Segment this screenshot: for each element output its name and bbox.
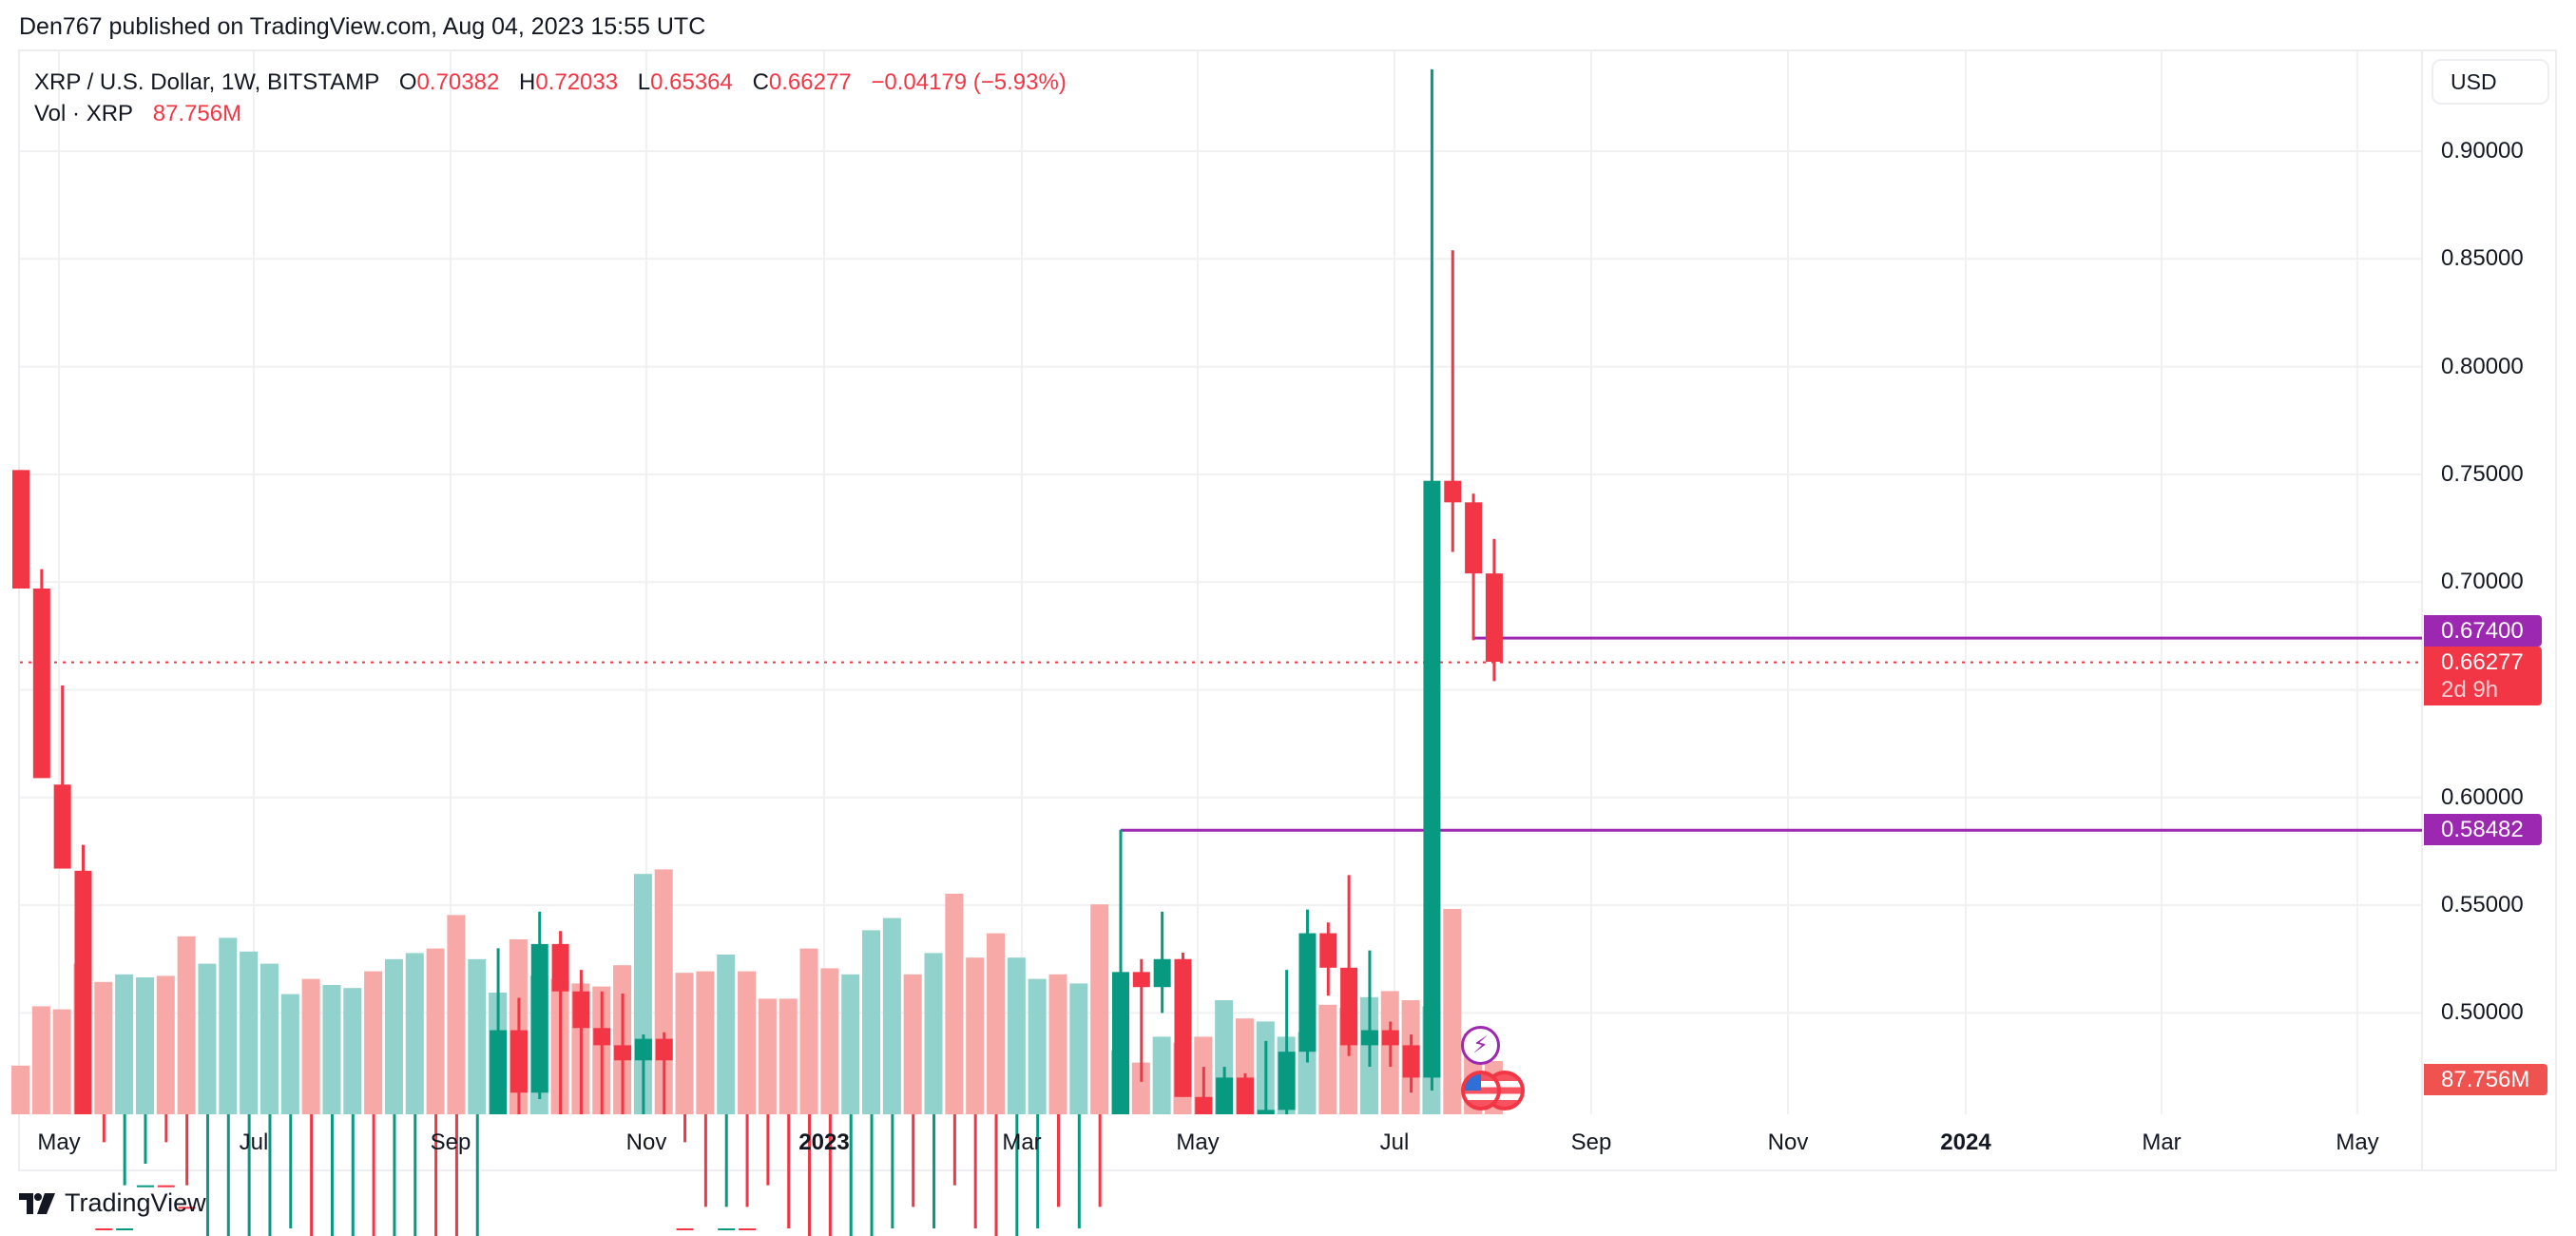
- volume-label-axis: 87.756M: [2424, 1064, 2547, 1095]
- time-tick: Jul: [239, 1130, 269, 1155]
- time-tick: May: [37, 1130, 81, 1155]
- publisher-line: Den767 published on TradingView.com, Aug…: [19, 13, 706, 40]
- horizontal-levels: [20, 636, 2422, 832]
- countdown: 2d 9h: [2441, 677, 2499, 703]
- volume-row: Vol · XRP 87.756M: [34, 98, 1067, 129]
- volume-bars: [11, 869, 1503, 1114]
- time-tick: Nov: [625, 1130, 667, 1155]
- brand-name: TradingView: [65, 1188, 206, 1217]
- candles: [12, 68, 1503, 1236]
- close-value: 0.66277: [768, 69, 852, 95]
- change-value: −0.04179 (−5.93%): [871, 69, 1067, 95]
- time-tick: Sep: [1570, 1130, 1612, 1155]
- high-value: 0.72033: [535, 69, 619, 95]
- time-tick: Mar: [1002, 1130, 1042, 1155]
- volume-label[interactable]: Vol · XRP: [34, 101, 134, 126]
- price-tick: 0.50000: [2441, 999, 2524, 1026]
- price-tick: 0.55000: [2441, 892, 2524, 918]
- symbol-legend: XRP / U.S. Dollar, 1W, BITSTAMP O0.70382…: [34, 67, 1067, 129]
- time-tick: May: [1176, 1130, 1220, 1155]
- lightning-event-icon[interactable]: ⚡: [1461, 1026, 1500, 1065]
- last-price-label: 0.66277 2d 9h: [2424, 647, 2542, 705]
- tradingview-brand[interactable]: TradingView: [19, 1188, 206, 1218]
- low-value: 0.65364: [650, 69, 733, 95]
- ohlc-row: XRP / U.S. Dollar, 1W, BITSTAMP O0.70382…: [34, 69, 1067, 95]
- symbol-name[interactable]: XRP / U.S. Dollar, 1W, BITSTAMP: [34, 69, 380, 95]
- price-tick: 0.75000: [2441, 460, 2524, 487]
- us-flag-event-icon[interactable]: [1461, 1071, 1501, 1110]
- level-label-high: 0.67400: [2424, 615, 2542, 647]
- time-tick: 2023: [798, 1130, 850, 1155]
- time-tick: Jul: [1379, 1130, 1410, 1155]
- price-tick: 0.70000: [2441, 569, 2524, 595]
- price-tick: 0.90000: [2441, 138, 2524, 164]
- currency-button[interactable]: USD: [2432, 59, 2549, 105]
- grid-lines: [20, 51, 2423, 1171]
- time-tick: Mar: [2142, 1130, 2182, 1155]
- price-tick: 0.85000: [2441, 245, 2524, 272]
- level-label-low: 0.58482: [2424, 814, 2542, 845]
- price-tick: 0.80000: [2441, 353, 2524, 379]
- price-tick: 0.60000: [2441, 783, 2524, 810]
- volume-value: 87.756M: [152, 101, 242, 126]
- time-tick: 2024: [1940, 1130, 1991, 1155]
- time-tick: May: [2336, 1130, 2379, 1155]
- chart-frame: [18, 49, 2557, 1171]
- time-tick: Sep: [430, 1130, 471, 1155]
- time-tick: Nov: [1767, 1130, 1809, 1155]
- tradingview-logo-icon: [19, 1192, 55, 1214]
- open-value: 0.70382: [416, 69, 500, 95]
